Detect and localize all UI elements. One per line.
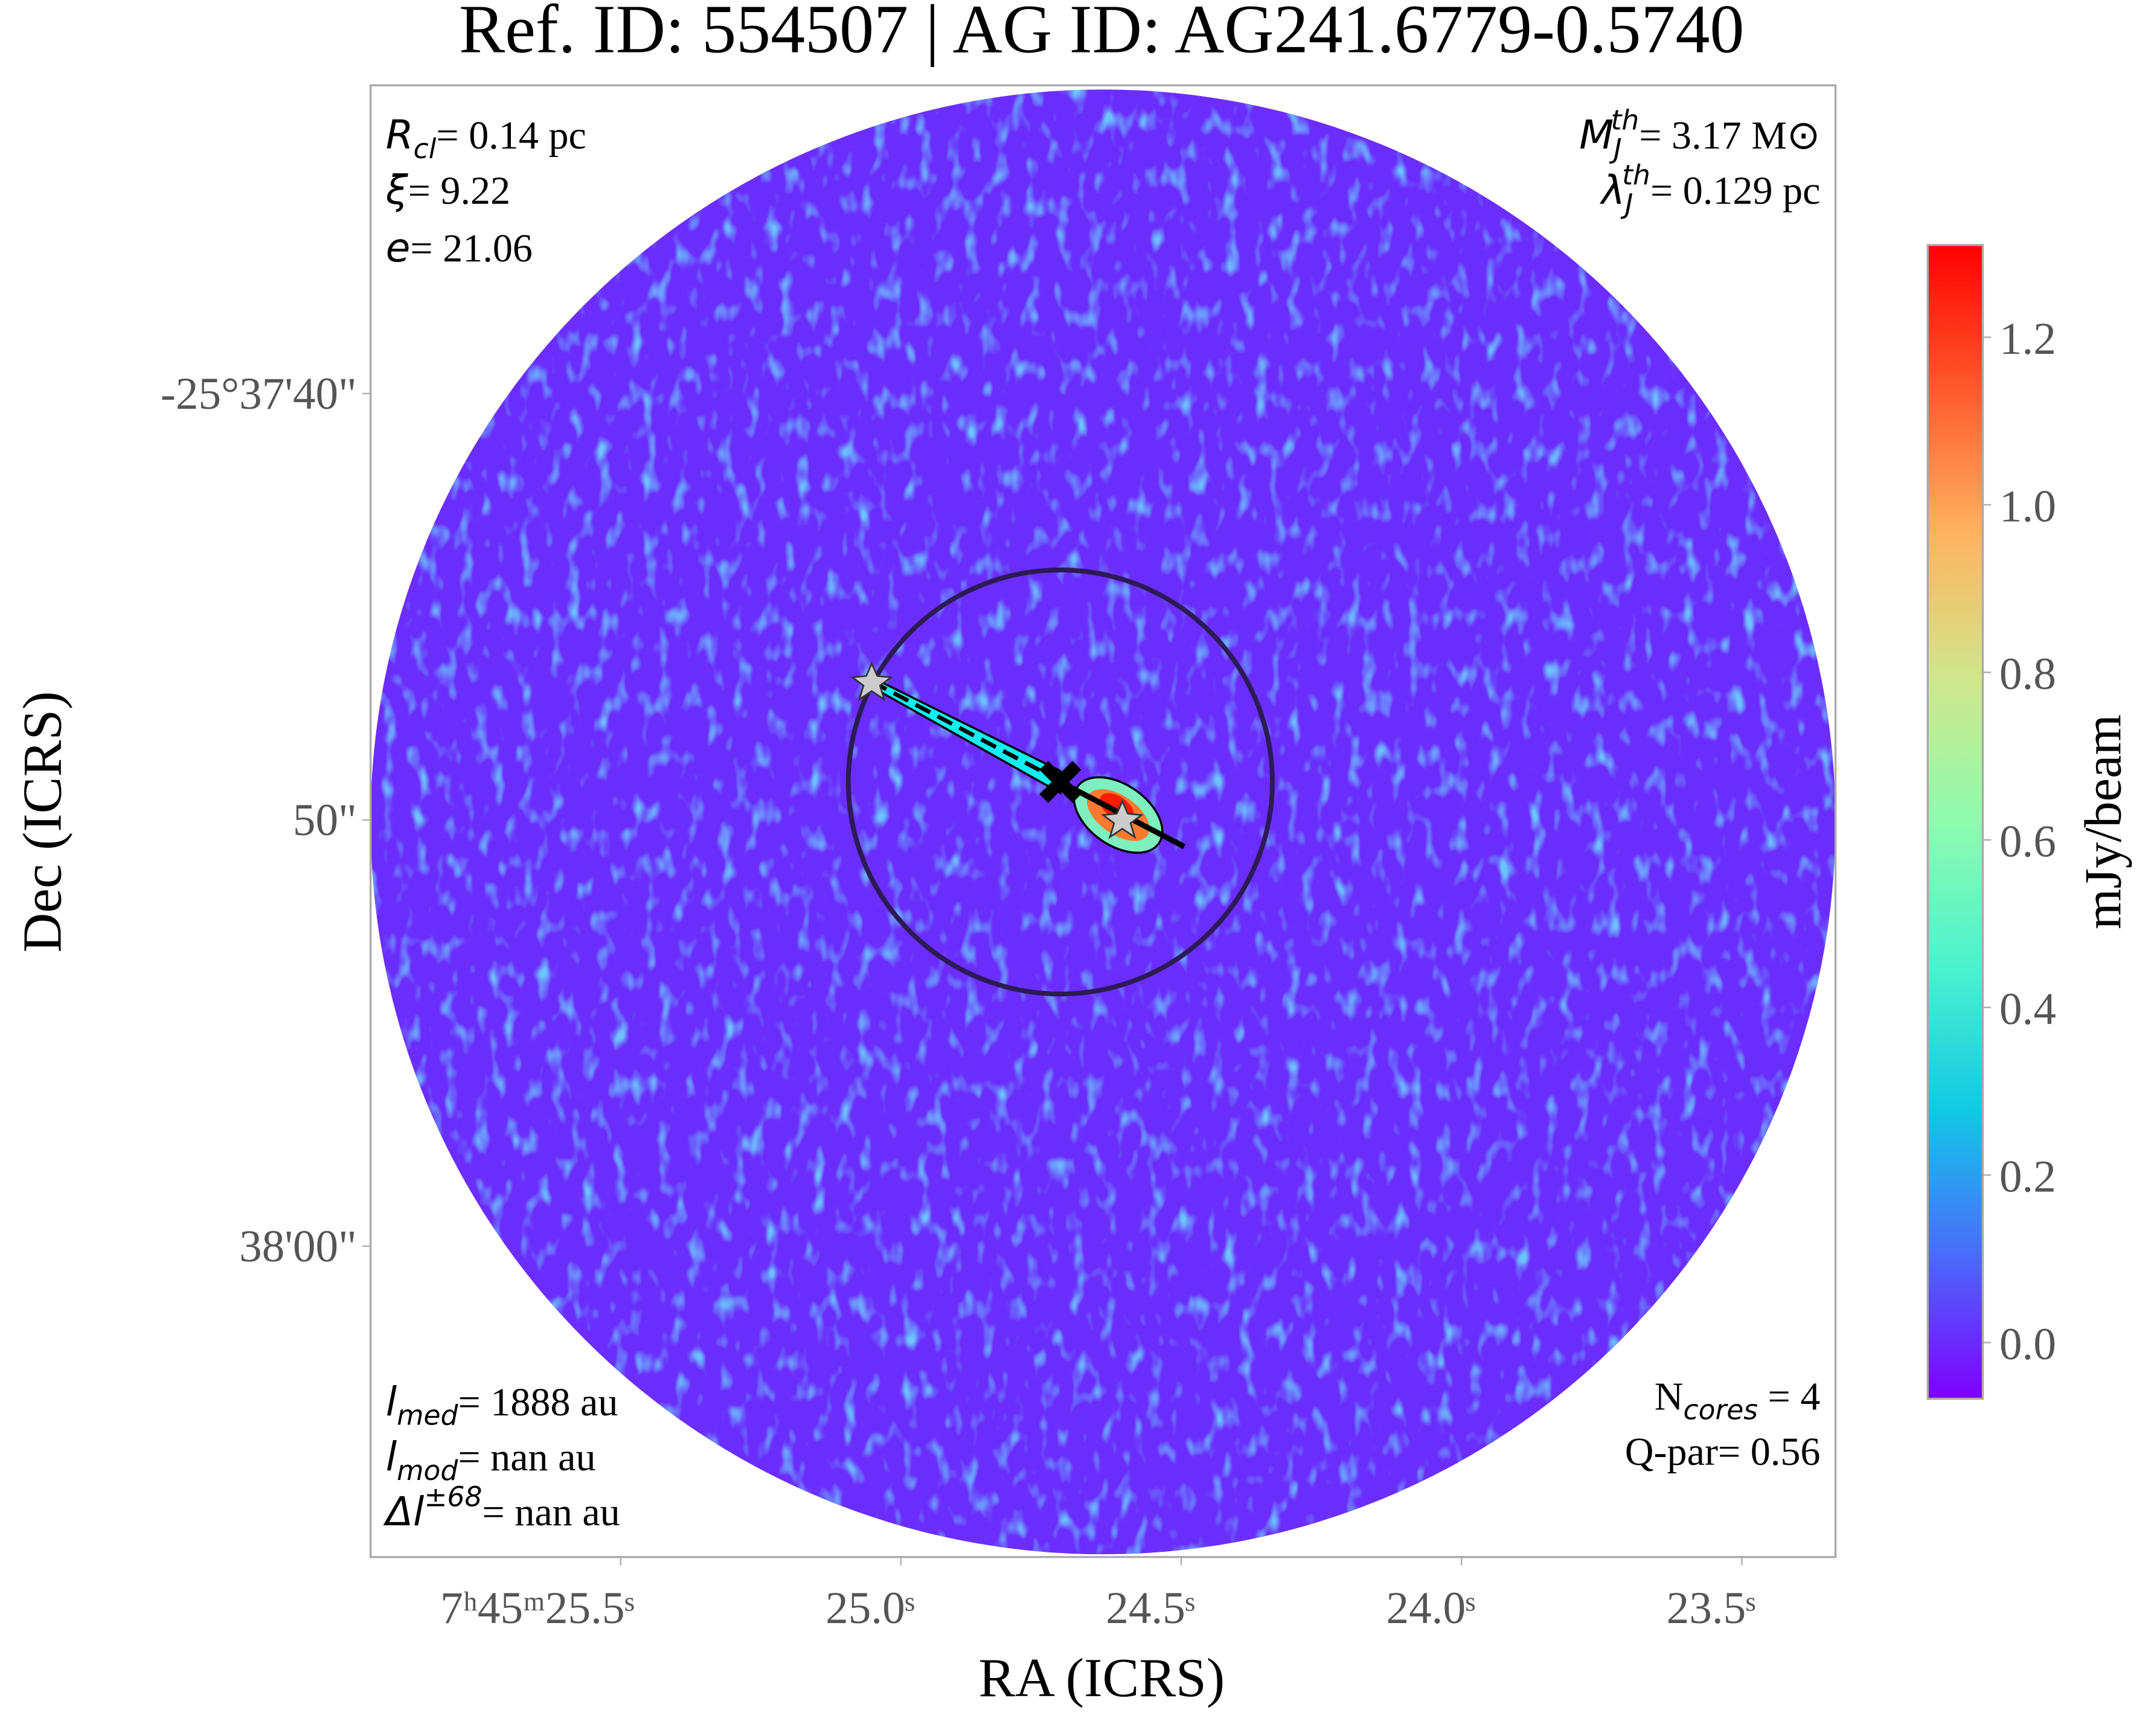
x-tick-label: 23.5ˢ [1667,1583,1756,1633]
annotation: Ncores = 4 [1655,1375,1821,1426]
y-tick-label: 38'00" [239,1222,357,1272]
colorbar-label: mJy/beam [2074,714,2132,929]
annotation: MJth= 3.17 M⊙ [1579,104,1820,165]
plot-frame [369,84,1837,1558]
annotation-part: R [386,112,414,158]
annotation-part: = 1888 au [458,1380,618,1424]
annotation-part: = 0.14 pc [436,114,586,158]
annotation-part: cores [1684,1394,1758,1426]
chart-title: Ref. ID: 554507 | AG ID: AG241.6779-0.57… [459,0,1744,68]
annotation-part: λ [1600,167,1625,213]
annotation: Rcl= 0.14 pc [386,112,586,165]
x-axis-label: RA (ICRS) [978,1647,1225,1708]
x-tick-label: 24.5ˢ [1106,1583,1195,1633]
core-star [1100,799,1144,839]
annotation-part: med [397,1400,458,1432]
y-tick-label: 50" [293,795,357,845]
colorbar-tick-label: 1.2 [1999,314,2056,364]
annotation-part: ξ [385,167,409,213]
annotation: Q-par= 0.56 [1625,1430,1821,1474]
x-tick-label: 24.0ˢ [1386,1583,1475,1633]
annotation: lmod= nan au [386,1433,596,1487]
cluster-center [1039,761,1082,803]
annotation-part: = 4 [1758,1375,1820,1419]
annotation: e= 21.06 [386,225,533,271]
annotation-part: l [386,1433,397,1480]
annotation: ξ= 9.22 [385,167,510,213]
annotation: Δl±68= nan au [383,1481,620,1535]
annotation-part: mod [397,1455,458,1487]
colorbar [1926,244,1984,1400]
annotation: lmed= 1888 au [386,1379,618,1432]
mst-dashed [870,679,1185,849]
annotation: λJth= 0.129 pc [1600,159,1821,220]
annotation-part: = nan au [482,1490,620,1534]
annotation-part: = 9.22 [408,168,511,213]
y-tick-label: -25°37'40" [161,369,357,419]
annotation-part: cl [414,133,437,165]
annotation-part: = 0.129 pc [1650,168,1820,213]
x-tick-label: 7ʰ45ᵐ25.5ˢ [440,1583,634,1633]
annotation-part: e [386,225,411,271]
core-star [850,661,894,702]
colorbar-tick-label: 0.8 [1999,649,2056,699]
annotation-part: ±68 [424,1481,482,1513]
annotation-part: Δl [383,1488,425,1535]
annotation-part: l [386,1379,397,1425]
y-axis-label: Dec (ICRS) [12,691,73,953]
annotation-part: th [1622,159,1650,191]
annotation-part: Q-par= 0.56 [1625,1430,1821,1474]
annotation-part: = nan au [458,1435,595,1479]
colorbar-tick-label: 0.2 [1999,1151,2056,1202]
cluster-circle [845,567,1275,997]
annotation-part: N [1655,1375,1684,1419]
annotation-part: = 21.06 [410,226,533,271]
colorbar-tick-label: 0.0 [1999,1319,2056,1369]
colorbar-tick-label: 0.4 [1999,984,2056,1034]
x-tick-label: 25.0ˢ [825,1583,915,1633]
annotation-part: M [1579,112,1614,158]
colorbar-tick-label: 1.0 [1999,481,2056,531]
colorbar-tick-label: 0.6 [1999,816,2056,866]
annotation-part: th [1611,104,1639,136]
annotation-part: = 3.17 M⊙ [1639,114,1820,158]
